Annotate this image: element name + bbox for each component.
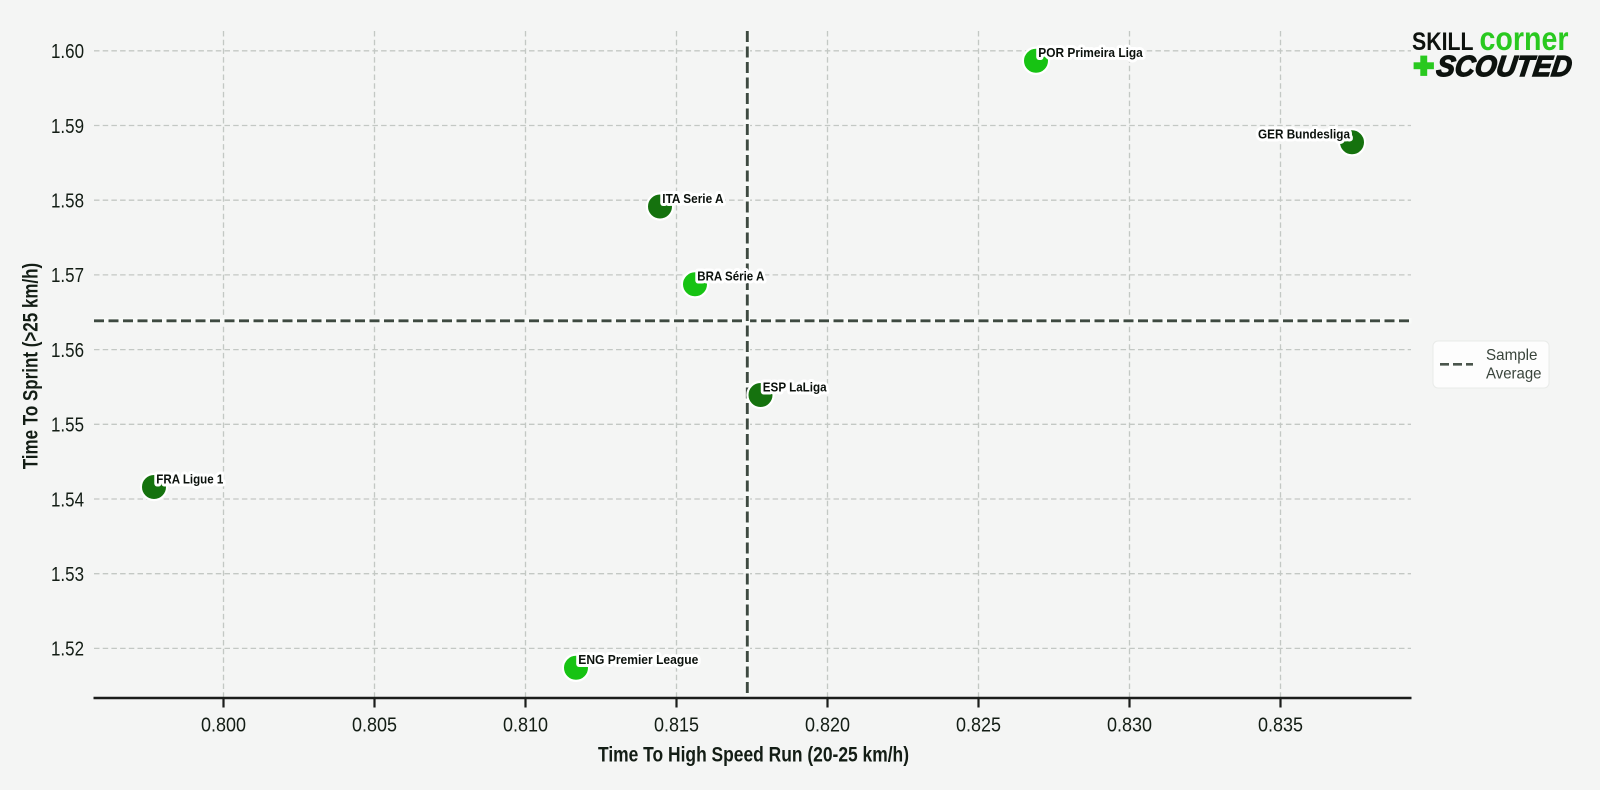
svg-text:ENG Premier League: ENG Premier League xyxy=(578,652,698,667)
svg-text:0.815: 0.815 xyxy=(654,715,699,737)
svg-text:corner: corner xyxy=(1480,20,1569,57)
svg-text:0.800: 0.800 xyxy=(201,715,246,737)
svg-text:POR Primeira Liga: POR Primeira Liga xyxy=(1038,45,1143,60)
svg-text:1.54: 1.54 xyxy=(51,489,84,511)
svg-text:SKILL: SKILL xyxy=(1412,28,1474,56)
svg-text:1.60: 1.60 xyxy=(51,41,84,63)
svg-text:0.810: 0.810 xyxy=(503,715,548,737)
svg-text:ITA Serie A: ITA Serie A xyxy=(662,191,723,206)
svg-text:0.820: 0.820 xyxy=(805,715,850,737)
svg-text:1.56: 1.56 xyxy=(51,340,84,362)
svg-text:0.835: 0.835 xyxy=(1258,715,1303,737)
svg-text:Average: Average xyxy=(1486,366,1542,383)
svg-text:FRA Ligue 1: FRA Ligue 1 xyxy=(156,471,223,486)
svg-text:GER Bundesliga: GER Bundesliga xyxy=(1258,127,1351,142)
svg-text:1.52: 1.52 xyxy=(51,639,84,661)
svg-text:1.58: 1.58 xyxy=(51,191,84,213)
svg-text:1.55: 1.55 xyxy=(51,415,84,437)
svg-text:0.830: 0.830 xyxy=(1107,715,1152,737)
svg-text:0.825: 0.825 xyxy=(956,715,1001,737)
svg-text:1.57: 1.57 xyxy=(51,265,84,287)
svg-text:1.59: 1.59 xyxy=(51,116,84,138)
svg-text:ESP LaLiga: ESP LaLiga xyxy=(763,379,828,394)
svg-text:Time To High Speed Run (20-25: Time To High Speed Run (20-25 km/h) xyxy=(598,743,909,767)
svg-text:Time To Sprint (>25 km/h): Time To Sprint (>25 km/h) xyxy=(19,263,42,470)
svg-text:SCOUTED: SCOUTED xyxy=(1435,51,1574,83)
svg-text:1.53: 1.53 xyxy=(51,564,84,586)
svg-text:BRA Série A: BRA Série A xyxy=(697,269,764,284)
svg-text:Sample: Sample xyxy=(1486,347,1538,364)
svg-text:0.805: 0.805 xyxy=(352,715,397,737)
